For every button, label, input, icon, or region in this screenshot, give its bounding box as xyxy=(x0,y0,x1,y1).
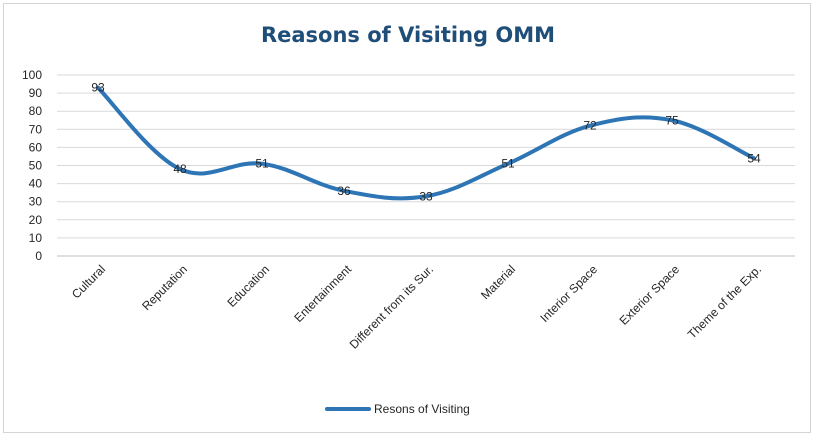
y-tick-label: 0 xyxy=(35,249,42,263)
y-tick-label: 90 xyxy=(29,86,43,100)
x-category-label: Education xyxy=(224,262,272,310)
y-tick-label: 20 xyxy=(29,213,43,227)
chart-title: Reasons of Visiting OMM xyxy=(261,23,555,47)
series-lines xyxy=(96,85,756,201)
x-category-label: Different from its Sur. xyxy=(347,262,436,351)
x-category-label: Interior Space xyxy=(537,262,600,325)
series-line xyxy=(96,85,756,201)
x-category-label: Entertainment xyxy=(291,262,354,325)
x-category-label: Exterior Space xyxy=(617,262,683,328)
data-label: 54 xyxy=(747,151,761,165)
y-tick-label: 100 xyxy=(22,68,42,82)
y-tick-label: 60 xyxy=(29,140,43,154)
data-label: 72 xyxy=(583,119,597,133)
data-labels: 93 48 51 36 33 51 72 75 54 xyxy=(91,81,761,204)
data-label: 51 xyxy=(255,157,269,171)
data-label: 48 xyxy=(173,162,187,176)
legend: Resons of Visiting xyxy=(325,402,470,416)
legend-label: Resons of Visiting xyxy=(374,402,470,416)
gridlines xyxy=(57,74,795,257)
y-tick-label: 10 xyxy=(29,231,43,245)
data-label: 93 xyxy=(91,81,105,95)
x-axis-categories: Cultural Reputation Education Entertainment… xyxy=(69,262,764,352)
x-category-label: Theme of the Exp. xyxy=(685,262,764,341)
y-tick-label: 30 xyxy=(29,195,43,209)
y-tick-label: 50 xyxy=(29,159,43,173)
y-tick-label: 40 xyxy=(29,177,43,191)
y-tick-label: 80 xyxy=(29,104,43,118)
y-tick-label: 70 xyxy=(29,122,43,136)
y-axis-ticks: 0 10 20 30 40 50 60 70 80 90 100 xyxy=(22,68,42,263)
data-label: 75 xyxy=(665,113,679,127)
x-category-label: Material xyxy=(478,262,518,302)
data-label: 36 xyxy=(337,184,351,198)
data-label: 51 xyxy=(501,157,515,171)
x-category-label: Cultural xyxy=(69,262,108,301)
data-label: 33 xyxy=(419,189,433,203)
x-category-label: Reputation xyxy=(139,262,190,313)
